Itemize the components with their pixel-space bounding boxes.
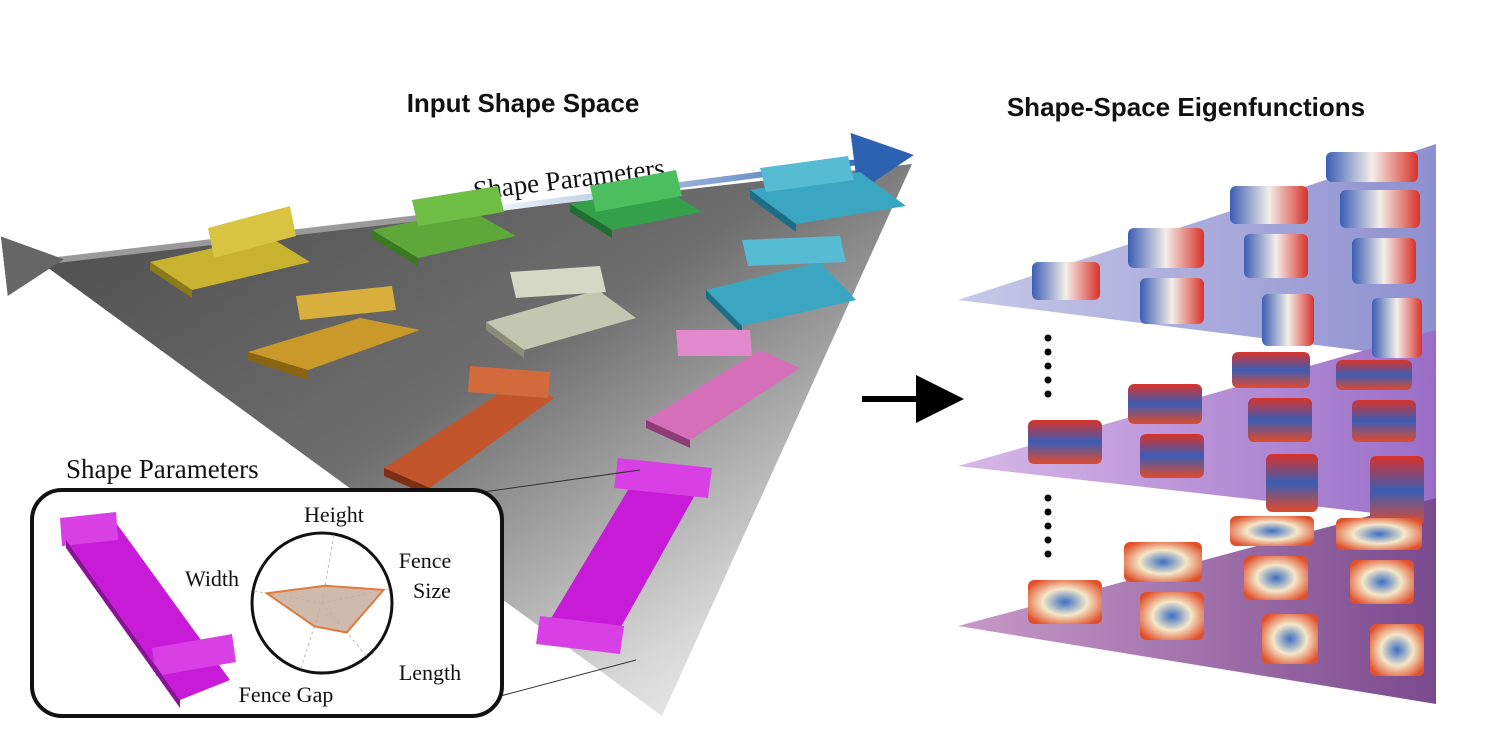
inset-bridge-shape bbox=[60, 512, 236, 708]
eigen-row-3 bbox=[1028, 516, 1424, 676]
shape-green-2 bbox=[570, 170, 702, 238]
shape-orange-3 bbox=[384, 366, 554, 496]
radar-label-height: Height bbox=[304, 502, 364, 527]
radar-label-width: Width bbox=[185, 566, 239, 591]
shape-green-1 bbox=[372, 186, 516, 266]
radar-label-fence-gap: Fence Gap bbox=[239, 682, 334, 707]
radar-value-polygon bbox=[264, 584, 386, 634]
eigen-row-2 bbox=[1028, 352, 1424, 526]
radar-label-fence-size-1: Fence bbox=[399, 548, 452, 573]
radar-label-length: Length bbox=[399, 660, 461, 685]
radar-chart bbox=[250, 531, 394, 675]
shape-yellow-1 bbox=[150, 206, 310, 298]
inset-caption: Shape Parameters bbox=[66, 454, 259, 484]
radar-label-fence-size-2: Size bbox=[413, 578, 451, 603]
ellipsis-dots-1 bbox=[1044, 334, 1052, 398]
shape-cyan-2 bbox=[706, 236, 856, 334]
shape-grid bbox=[150, 156, 906, 654]
shape-cyan-1 bbox=[750, 156, 906, 232]
shape-magenta-4 bbox=[536, 458, 712, 654]
radar-circle bbox=[250, 531, 394, 675]
shape-gold-2 bbox=[248, 286, 420, 380]
left-panel-title: Input Shape Space bbox=[407, 88, 640, 118]
ellipsis-dots-2 bbox=[1044, 494, 1052, 558]
shape-pink-3 bbox=[646, 330, 800, 448]
right-panel-title: Shape-Space Eigenfunctions bbox=[1007, 92, 1365, 122]
eigen-row-1 bbox=[1032, 152, 1422, 358]
shape-silver-2 bbox=[486, 266, 636, 358]
